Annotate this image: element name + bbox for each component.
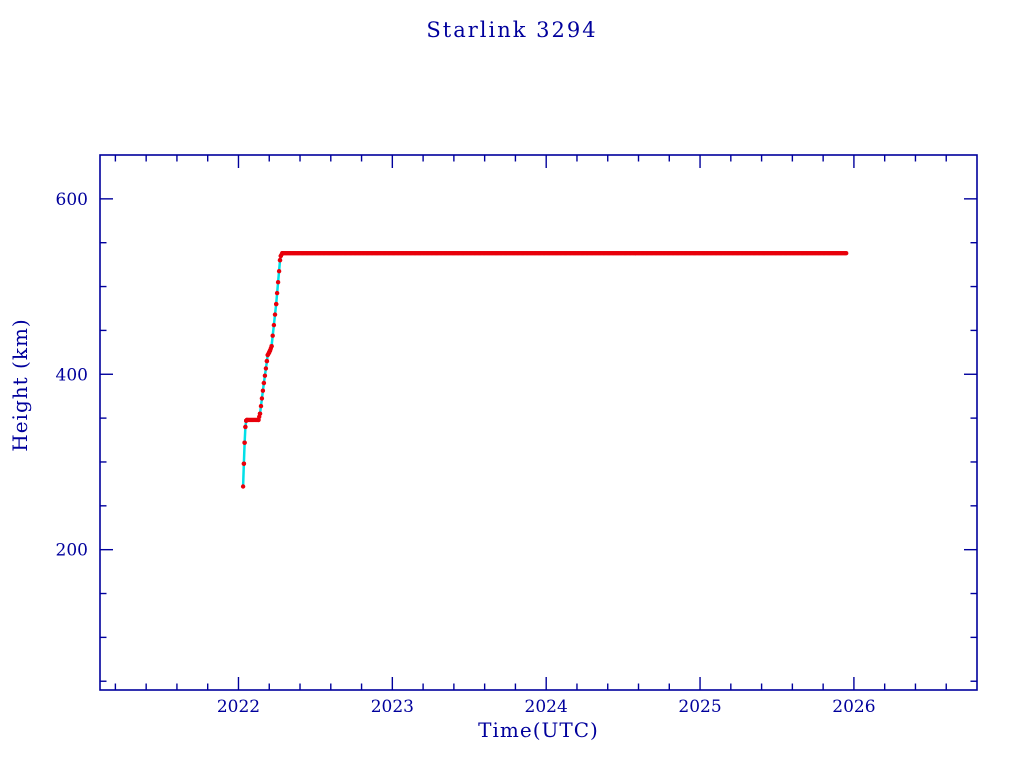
y-axis-label: Height (km): [8, 318, 32, 452]
data-point: [240, 484, 246, 489]
data-point: [258, 403, 264, 409]
data-point: [257, 411, 263, 416]
data-point: [274, 290, 280, 296]
chart-title: Starlink 3294: [426, 18, 598, 42]
plot-frame: [99, 154, 978, 691]
data-point: [260, 388, 266, 393]
data-point: [241, 461, 247, 466]
data-point: [261, 380, 267, 386]
data-point: [242, 440, 247, 445]
x-tick-label: 2023: [371, 697, 414, 717]
x-tick-label: 2022: [217, 697, 260, 717]
data-point: [277, 258, 283, 263]
data-point: [271, 322, 277, 328]
y-tick-label: 400: [56, 365, 88, 385]
y-tick-label: 200: [56, 541, 88, 561]
data-point: [270, 333, 275, 338]
underlying-track-line: [241, 251, 847, 487]
y-tick-label: 600: [56, 190, 88, 210]
x-axis-label: Time(UTC): [478, 718, 599, 742]
data-point: [269, 344, 274, 349]
data-point: [275, 280, 281, 285]
data-point: [264, 358, 270, 364]
x-tick-label: 2024: [525, 697, 568, 717]
data-point: [262, 373, 268, 378]
data-point: [844, 251, 849, 256]
x-tick-label: 2025: [678, 697, 721, 717]
data-point: [259, 396, 265, 401]
data-point: [243, 424, 248, 430]
data-point: [276, 269, 282, 274]
data-point: [274, 301, 279, 307]
observed-height-markers: [240, 251, 849, 489]
x-tick-label: 2026: [832, 697, 875, 717]
data-point: [272, 312, 278, 317]
data-point: [263, 366, 269, 371]
